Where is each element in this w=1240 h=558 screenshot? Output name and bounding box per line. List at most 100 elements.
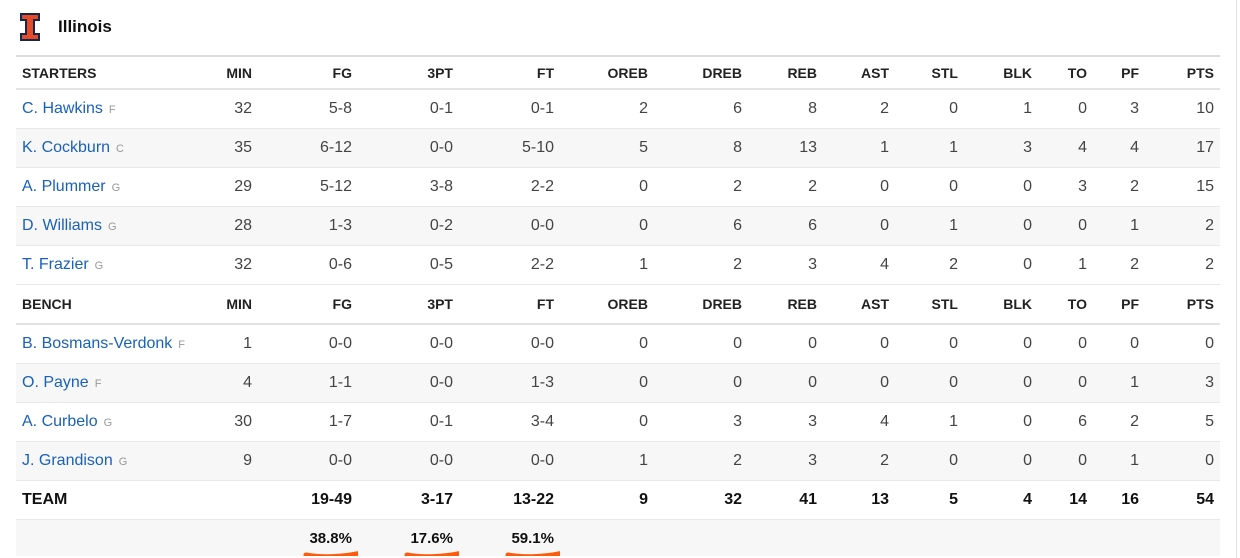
stat-reb: 2 [748,167,823,207]
player-position: F [94,378,102,390]
stat-to: 0 [1038,363,1093,403]
stat-oreb: 1 [560,441,654,481]
stat-fg: 6-12 [258,128,358,168]
column-header-oreb[interactable]: OREB [560,56,654,90]
column-header-ft[interactable]: FT [459,284,560,325]
pct-empty-cell [1093,519,1145,556]
player-cell: O. Payne F [16,363,206,403]
stat-pf: 4 [1093,128,1145,168]
player-name-link[interactable]: B. Bosmans-Verdonk [22,335,173,352]
stat-dreb: 2 [654,441,748,481]
player-position: G [94,260,104,272]
stat-fg: 1-3 [258,206,358,246]
stat-fg: 5-12 [258,167,358,207]
column-header-fg[interactable]: FG [258,56,358,90]
column-header-dreb[interactable]: DREB [654,284,748,325]
stat-dreb: 6 [654,206,748,246]
player-cell: T. Frazier G [16,245,206,285]
player-name-link[interactable]: O. Payne [22,374,89,391]
stat-oreb: 1 [560,245,654,285]
player-row: O. Payne F 4 1-1 0-0 1-3 0 0 0 0 0 0 0 1 3 [16,363,1220,403]
stat-min: 32 [206,89,258,129]
stat-stl: 1 [895,402,964,442]
stat-ft: 0-0 [459,324,560,364]
column-header-pts[interactable]: PTS [1145,284,1220,325]
total-dreb: 32 [654,480,748,520]
team-name[interactable]: Illinois [58,17,112,36]
stat-pf: 0 [1093,324,1145,364]
column-header-pf[interactable]: PF [1093,56,1145,90]
stat-oreb: 0 [560,324,654,364]
player-cell: K. Cockburn C [16,128,206,168]
stat-to: 0 [1038,441,1093,481]
stat-dreb: 2 [654,245,748,285]
player-name-link[interactable]: A. Curbelo [22,413,98,430]
stat-to: 1 [1038,245,1093,285]
stat-fg: 1-1 [258,363,358,403]
column-header-stl[interactable]: STL [895,56,964,90]
stat-3pt: 0-0 [358,324,459,364]
column-header-dreb[interactable]: DREB [654,56,748,90]
column-header-3pt[interactable]: 3PT [358,56,459,90]
player-row: B. Bosmans-Verdonk F 1 0-0 0-0 0-0 0 0 0 0 0 0 0 0 0 [16,324,1220,364]
stat-ast: 4 [823,402,895,442]
player-row: D. Williams G 28 1-3 0-2 0-0 0 6 6 0 1 0 0 1 2 [16,206,1220,246]
stat-3pt: 0-5 [358,245,459,285]
column-header-ast[interactable]: AST [823,284,895,325]
stat-blk: 0 [964,245,1038,285]
column-header-min[interactable]: MIN [206,56,258,90]
player-name-link[interactable]: J. Grandison [22,452,113,469]
pct-empty-cell [895,519,964,556]
stat-reb: 13 [748,128,823,168]
column-header-to[interactable]: TO [1038,284,1093,325]
scrollbar-edge [1236,0,1237,558]
stat-dreb: 2 [654,167,748,207]
column-header-blk[interactable]: BLK [964,56,1038,90]
orange-underline-annotation [404,550,459,556]
total-oreb: 9 [560,480,654,520]
column-header-ft[interactable]: FT [459,56,560,90]
illinois-block-i-logo-icon[interactable] [20,13,40,41]
column-header-min[interactable]: MIN [206,284,258,325]
stat-reb: 0 [748,324,823,364]
stat-oreb: 2 [560,89,654,129]
stat-ft: 5-10 [459,128,560,168]
column-header-reb[interactable]: REB [748,56,823,90]
stat-ft: 2-2 [459,167,560,207]
player-position: G [118,456,128,468]
stat-to: 0 [1038,324,1093,364]
stat-pts: 15 [1145,167,1220,207]
stat-oreb: 0 [560,363,654,403]
player-name-link[interactable]: C. Hawkins [22,100,103,117]
column-header-3pt[interactable]: 3PT [358,284,459,325]
stat-ast: 1 [823,128,895,168]
player-position: G [111,182,121,194]
player-name-link[interactable]: D. Williams [22,217,102,234]
player-name-link[interactable]: A. Plummer [22,178,106,195]
stat-dreb: 3 [654,402,748,442]
stat-3pt: 0-1 [358,89,459,129]
stat-ast: 0 [823,363,895,403]
player-row: A. Curbelo G 30 1-7 0-1 3-4 0 3 3 4 1 0 6 2 5 [16,402,1220,442]
stat-blk: 1 [964,89,1038,129]
team-totals-row: TEAM 19-49 3-17 13-22 9 32 41 13 5 4 14 16 54 [16,480,1220,520]
column-header-ast[interactable]: AST [823,56,895,90]
column-header-to[interactable]: TO [1038,56,1093,90]
column-header-oreb[interactable]: OREB [560,284,654,325]
column-header-reb[interactable]: REB [748,284,823,325]
pct-three-cell: 17.6% [358,519,459,556]
pct-empty-cell [16,519,206,556]
stat-3pt: 0-0 [358,128,459,168]
stat-3pt: 0-2 [358,206,459,246]
column-header-fg[interactable]: FG [258,284,358,325]
player-row: K. Cockburn C 35 6-12 0-0 5-10 5 8 13 1 1 3 4 4 17 [16,128,1220,168]
player-name-link[interactable]: T. Frazier [22,256,89,273]
column-header-pts[interactable]: PTS [1145,56,1220,90]
column-header-blk[interactable]: BLK [964,284,1038,325]
stat-pts: 5 [1145,402,1220,442]
column-header-pf[interactable]: PF [1093,284,1145,325]
column-header-stl[interactable]: STL [895,284,964,325]
player-row: T. Frazier G 32 0-6 0-5 2-2 1 2 3 4 2 0 1 2 2 [16,245,1220,285]
player-name-link[interactable]: K. Cockburn [22,139,111,156]
stat-blk: 3 [964,128,1038,168]
